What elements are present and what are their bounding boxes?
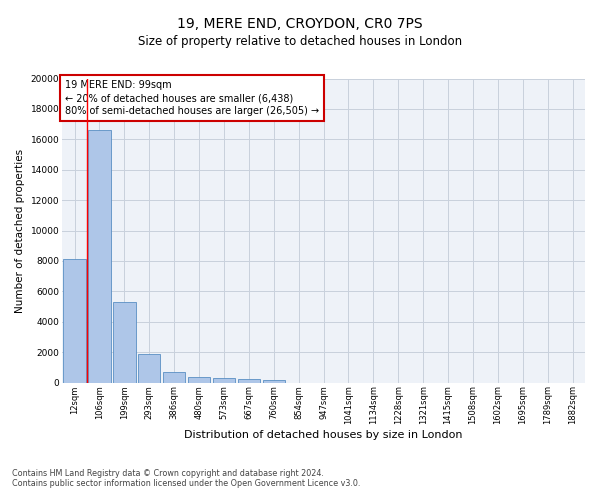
Bar [163, 372, 185, 382]
Bar [88, 130, 110, 382]
Text: 19 MERE END: 99sqm
← 20% of detached houses are smaller (6,438)
80% of semi-deta: 19 MERE END: 99sqm ← 20% of detached hou… [65, 80, 319, 116]
Text: Contains HM Land Registry data © Crown copyright and database right 2024.: Contains HM Land Registry data © Crown c… [12, 468, 324, 477]
Bar [263, 380, 285, 382]
Text: Contains public sector information licensed under the Open Government Licence v3: Contains public sector information licen… [12, 478, 361, 488]
Bar [113, 302, 136, 382]
Bar [138, 354, 160, 382]
Bar [64, 260, 86, 382]
Bar [213, 378, 235, 382]
Text: Size of property relative to detached houses in London: Size of property relative to detached ho… [138, 35, 462, 48]
X-axis label: Distribution of detached houses by size in London: Distribution of detached houses by size … [184, 430, 463, 440]
Bar [238, 380, 260, 382]
Text: 19, MERE END, CROYDON, CR0 7PS: 19, MERE END, CROYDON, CR0 7PS [177, 18, 423, 32]
Y-axis label: Number of detached properties: Number of detached properties [15, 148, 25, 312]
Bar [188, 377, 210, 382]
